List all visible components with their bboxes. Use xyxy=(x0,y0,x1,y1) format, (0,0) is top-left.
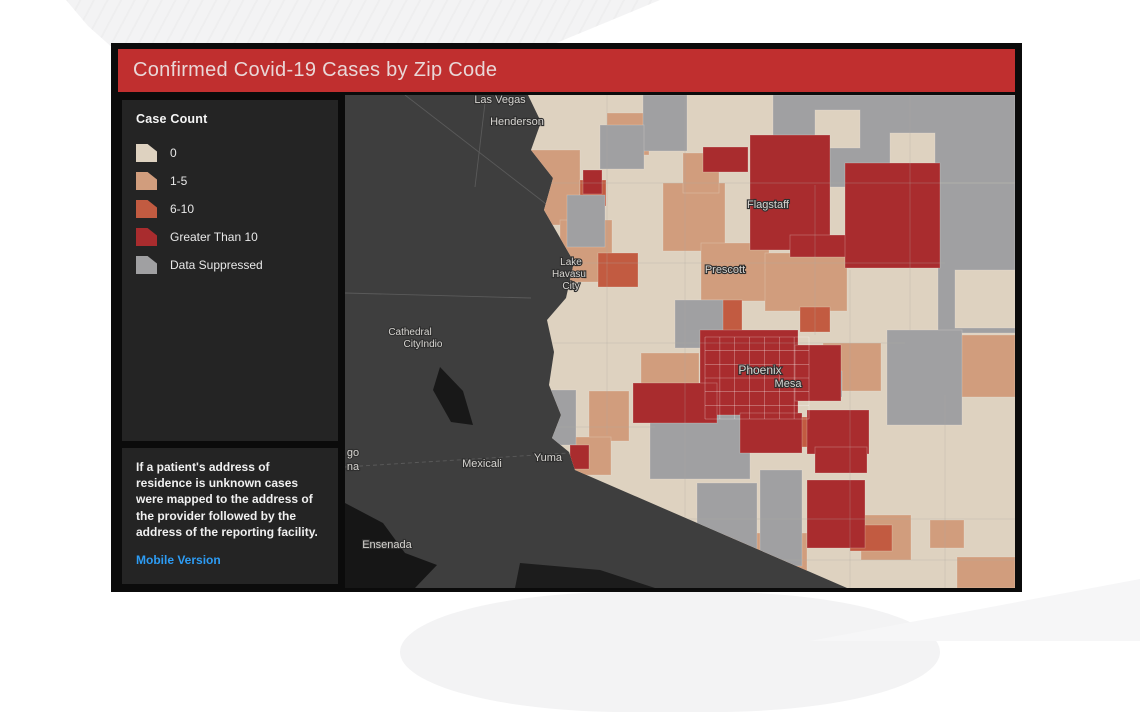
zip-cell[interactable] xyxy=(764,252,848,312)
zip-cell[interactable] xyxy=(806,479,866,549)
zip-cell[interactable] xyxy=(749,134,831,251)
legend-swatch-greater-than-10-icon xyxy=(136,228,157,246)
legend-label: 0 xyxy=(170,146,177,160)
legend-label: 1-5 xyxy=(170,174,188,188)
background-arc xyxy=(400,592,940,712)
legend-panel: Case Count 0 1-5 6-10 Greater Than 10 Da… xyxy=(122,100,338,441)
zip-cell[interactable] xyxy=(662,182,726,252)
legend-items: 0 1-5 6-10 Greater Than 10 Data Suppress… xyxy=(136,144,324,274)
map-city-label: Cathedral xyxy=(388,327,431,338)
note-panel: If a patient's address of residence is u… xyxy=(122,448,338,584)
zip-cell[interactable] xyxy=(674,299,724,349)
zip-cell[interactable] xyxy=(956,556,1015,588)
zip-cell[interactable] xyxy=(954,269,1015,329)
zip-cell[interactable] xyxy=(886,329,963,426)
map-city-label: Las Vegas xyxy=(474,95,526,106)
zip-cell[interactable] xyxy=(929,519,965,549)
zip-cell[interactable] xyxy=(794,344,842,402)
zip-cell[interactable] xyxy=(806,409,870,455)
map-city-label: Lake xyxy=(560,257,582,268)
zip-cell[interactable] xyxy=(702,146,749,173)
legend-label: 6-10 xyxy=(170,202,195,216)
map-svg: Las Vegas Henderson Flagstaff Prescott LakeH… xyxy=(345,95,1015,588)
legend-item-greater-than-10: Greater Than 10 xyxy=(136,228,324,246)
legend-item-data-suppressed: Data Suppressed xyxy=(136,256,324,274)
map-city-label: Yuma xyxy=(534,452,563,464)
zip-cell[interactable] xyxy=(814,446,868,474)
map-city-label: Prescott xyxy=(705,264,745,276)
map-city-label: Mexicali xyxy=(462,458,502,470)
legend-label: Greater Than 10 xyxy=(170,230,258,244)
note-text: If a patient's address of residence is u… xyxy=(136,460,318,539)
zip-cell[interactable] xyxy=(844,162,941,269)
zip-cell[interactable] xyxy=(597,252,639,288)
legend-title: Case Count xyxy=(136,112,208,126)
map-city-label: go xyxy=(347,447,359,459)
zip-cell[interactable] xyxy=(642,95,688,152)
zip-cell[interactable] xyxy=(588,390,630,442)
map-city-label: Ensenada xyxy=(362,539,412,551)
dashboard-window: Confirmed Covid-19 Cases by Zip Code Cas… xyxy=(111,43,1022,592)
legend-item-0: 0 xyxy=(136,144,324,162)
dashboard-header: Confirmed Covid-19 Cases by Zip Code xyxy=(118,49,1015,92)
page-title: Confirmed Covid-19 Cases by Zip Code xyxy=(133,59,498,81)
zip-cell[interactable] xyxy=(759,469,803,567)
mobile-version-link[interactable]: Mobile Version xyxy=(136,552,221,567)
legend-item-1-5: 1-5 xyxy=(136,172,324,190)
map-city-label: Phoenix xyxy=(738,363,781,377)
zip-cell[interactable] xyxy=(632,382,718,424)
map-panel[interactable]: Las Vegas Henderson Flagstaff Prescott Lake H… xyxy=(345,95,1015,588)
zip-cell[interactable] xyxy=(599,124,645,170)
legend-swatch-6-10-icon xyxy=(136,200,157,218)
zip-cell[interactable] xyxy=(799,306,831,333)
map-city-label: na xyxy=(347,461,360,473)
legend-swatch-data-suppressed-icon xyxy=(136,256,157,274)
legend-swatch-1-5-icon xyxy=(136,172,157,190)
map-city-label: Havasu xyxy=(552,269,586,280)
map-city-label: City xyxy=(562,281,579,292)
zip-cell[interactable] xyxy=(566,194,606,248)
map-city-label: Flagstaff xyxy=(747,199,790,211)
zip-cell[interactable] xyxy=(649,412,751,480)
zip-cell[interactable] xyxy=(739,412,803,454)
map-city-label: CityIndio xyxy=(404,339,443,350)
legend-label: Data Suppressed xyxy=(170,258,263,272)
map-city-label: Mesa xyxy=(775,378,803,390)
legend-item-6-10: 6-10 xyxy=(136,200,324,218)
legend-swatch-0-icon xyxy=(136,144,157,162)
map-city-label: Henderson xyxy=(490,116,544,128)
zip-cell[interactable] xyxy=(582,169,603,195)
zip-cell[interactable] xyxy=(700,242,770,302)
